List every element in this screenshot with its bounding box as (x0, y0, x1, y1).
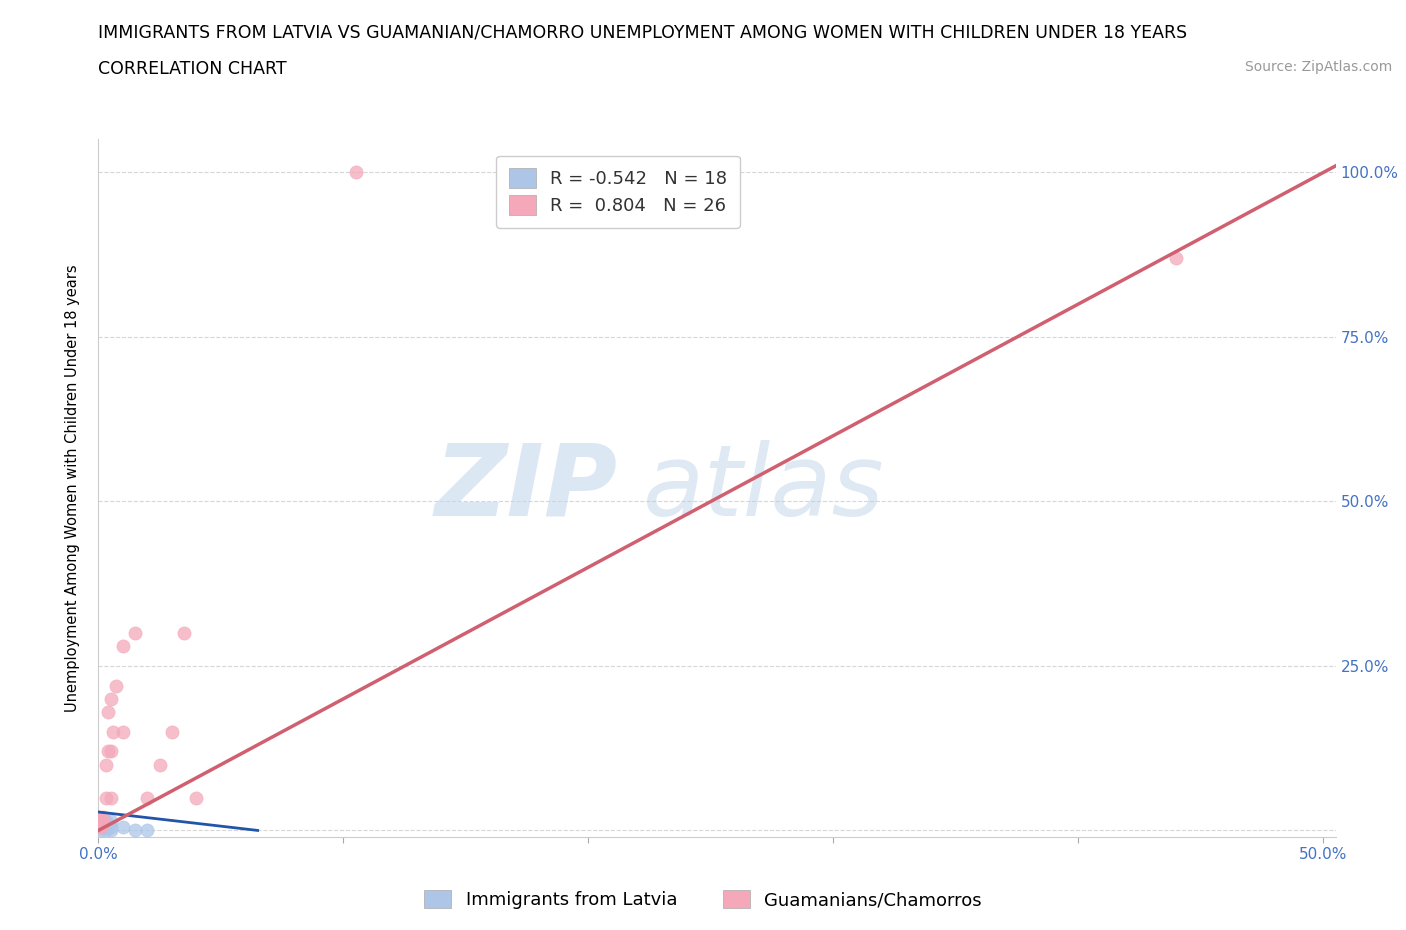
Point (90, 823, 112, 838)
Legend: Immigrants from Latvia, Guamanians/Chamorros: Immigrants from Latvia, Guamanians/Chamo… (418, 883, 988, 916)
Point (97, 817, 120, 831)
Point (94, 813, 117, 828)
Text: atlas: atlas (643, 440, 884, 537)
Point (100, 744, 122, 759)
Point (91, 819, 114, 834)
Point (104, 678, 127, 693)
Point (100, 813, 122, 828)
Point (101, 724, 124, 739)
Point (100, 691, 122, 706)
Point (124, 626, 146, 641)
Point (94, 823, 117, 838)
Point (87, 817, 110, 831)
Point (91, 810, 114, 825)
Point (87, 813, 110, 828)
Point (100, 790, 122, 805)
Point (90, 819, 112, 834)
Legend: R = -0.542   N = 18, R =  0.804   N = 26: R = -0.542 N = 18, R = 0.804 N = 26 (496, 155, 740, 228)
Point (94, 819, 117, 834)
Point (100, 823, 122, 838)
Point (90, 813, 112, 828)
Point (87, 810, 110, 825)
Point (111, 639, 134, 654)
Point (100, 819, 122, 834)
Point (87, 819, 110, 834)
Point (344, 165, 367, 179)
Point (1166, 250, 1188, 265)
Point (87, 819, 110, 834)
Text: CORRELATION CHART: CORRELATION CHART (98, 60, 287, 78)
Point (97, 819, 120, 834)
Point (90, 819, 112, 834)
Point (173, 626, 195, 641)
Point (186, 790, 208, 805)
Point (136, 823, 159, 838)
Point (136, 790, 159, 805)
Text: ZIP: ZIP (434, 440, 619, 537)
Point (91, 817, 114, 831)
Point (160, 724, 183, 739)
Point (97, 744, 120, 759)
Point (97, 705, 120, 720)
Point (94, 757, 117, 772)
Point (111, 819, 134, 834)
Point (94, 790, 117, 805)
Point (111, 724, 134, 739)
Text: Source: ZipAtlas.com: Source: ZipAtlas.com (1244, 60, 1392, 74)
Point (91, 817, 114, 831)
Text: IMMIGRANTS FROM LATVIA VS GUAMANIAN/CHAMORRO UNEMPLOYMENT AMONG WOMEN WITH CHILD: IMMIGRANTS FROM LATVIA VS GUAMANIAN/CHAM… (98, 23, 1188, 41)
Point (87, 817, 110, 831)
Point (124, 823, 146, 838)
Point (149, 757, 172, 772)
Y-axis label: Unemployment Among Women with Children Under 18 years: Unemployment Among Women with Children U… (65, 264, 80, 712)
